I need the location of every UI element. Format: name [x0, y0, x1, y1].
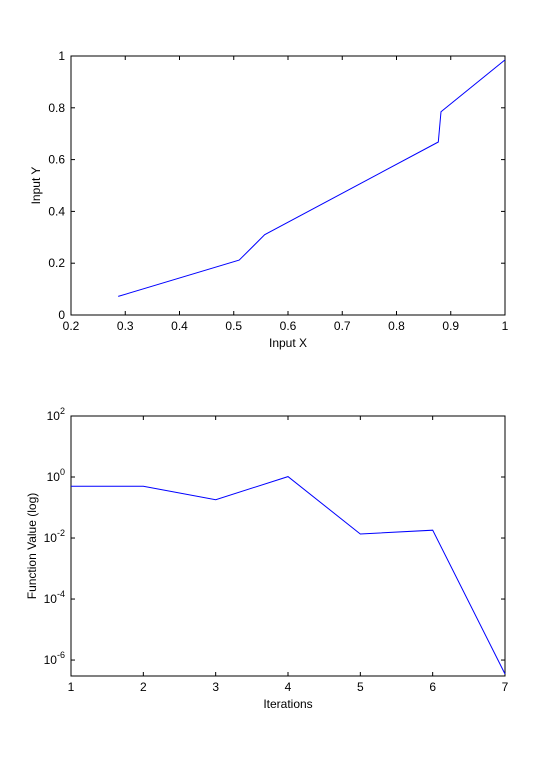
series-line — [71, 476, 506, 675]
series-line — [118, 59, 506, 297]
y-axis-label: Function Value (log) — [25, 493, 39, 600]
x-tick-label: 2 — [140, 680, 147, 694]
y-tick-label: 0.4 — [48, 204, 65, 218]
y-tick-label: 0.6 — [48, 153, 65, 167]
y-tick-label: 102 — [47, 406, 65, 423]
x-tick-label: 0.7 — [334, 319, 351, 333]
chart-2: 1 2 3 4 5 6 7 102 100 10-2 10-4 10-6 Iterations Funct… — [25, 406, 509, 711]
y-tick-label: 10-4 — [44, 589, 65, 606]
y-tick-label: 0.2 — [48, 256, 65, 270]
y-axis-label: Input Y — [29, 167, 43, 205]
x-tick-label: 0.2 — [63, 319, 80, 333]
x-tick-label: 0.5 — [225, 319, 242, 333]
x-axis-label: Input X — [269, 336, 307, 350]
x-tick-label: 0.3 — [117, 319, 134, 333]
x-tick-label: 5 — [357, 680, 364, 694]
x-axis-label: Iterations — [263, 697, 312, 711]
x-tick-label: 0.6 — [280, 319, 297, 333]
plot-frame — [70, 415, 506, 677]
plot-frame — [70, 55, 506, 316]
x-tick-label: 0.4 — [171, 319, 188, 333]
x-tick-label: 3 — [212, 680, 219, 694]
x-tick-label: 1 — [68, 680, 75, 694]
y-tick-label: 0.8 — [48, 101, 65, 115]
y-tick-label: 0 — [58, 308, 65, 322]
y-tick-label: 100 — [47, 467, 65, 484]
x-tick-label: 6 — [429, 680, 436, 694]
chart-1: 0.2 0.3 0.4 0.5 0.6 0.7 0.8 0.9 100.20.40.60.81I… — [29, 49, 509, 350]
x-tick-label: 0.8 — [388, 319, 405, 333]
x-tick-label: 1 — [502, 319, 509, 333]
x-tick-label: 0.9 — [442, 319, 459, 333]
x-tick-label: 7 — [502, 680, 509, 694]
y-tick-label: 10-2 — [44, 528, 65, 545]
x-tick-label: 4 — [285, 680, 292, 694]
y-tick-label: 1 — [58, 49, 65, 63]
y-tick-label: 10-6 — [44, 650, 65, 667]
